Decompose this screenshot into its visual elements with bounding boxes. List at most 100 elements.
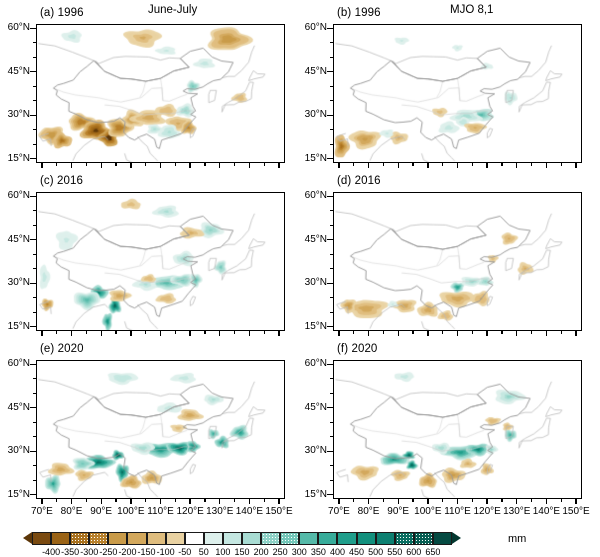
- xtick-major: [486, 331, 488, 336]
- colorbar-tick--50: -50: [178, 547, 192, 557]
- colorbar-segment-5: [127, 532, 147, 545]
- ytick-major: [30, 71, 36, 73]
- ytick-major: [30, 282, 36, 284]
- xtick-minor: [560, 331, 562, 334]
- xtick-major: [456, 331, 459, 336]
- colorbar-segment-9: [203, 532, 223, 545]
- xtick-minor: [234, 163, 236, 166]
- ytick-minor: [32, 210, 36, 212]
- ytick-minor: [32, 42, 36, 44]
- xtick-label-80°E: 80°E: [60, 506, 83, 517]
- xtick-major: [397, 499, 399, 504]
- ytick-minor: [32, 297, 36, 299]
- ytick-label-45°N: 45°N: [7, 233, 30, 245]
- ytick-minor: [329, 465, 333, 467]
- colorbar-tick--100: -100: [156, 547, 175, 557]
- colorbar-tick-250: 250: [272, 547, 288, 557]
- ytick-minor: [32, 378, 36, 380]
- xtick-minor: [382, 163, 384, 166]
- xtick-major: [70, 163, 73, 168]
- ytick-major: [327, 325, 333, 328]
- xtick-label-100°E: 100°E: [414, 506, 442, 517]
- colorbar-tick-600: 600: [406, 547, 422, 557]
- xtick-minor: [85, 499, 87, 502]
- xtick-minor: [442, 499, 444, 502]
- xtick-minor: [442, 163, 444, 166]
- ytick-minor: [329, 297, 333, 299]
- xtick-label-140°E: 140°E: [235, 506, 264, 517]
- plot-area-e: [36, 360, 285, 499]
- colorbar-segment-0: [32, 532, 52, 545]
- ytick-minor: [32, 311, 36, 313]
- xtick-major: [219, 499, 221, 504]
- xtick-minor: [501, 331, 503, 334]
- xtick-major: [545, 499, 548, 504]
- ytick-major: [327, 157, 333, 160]
- ytick-minor: [329, 85, 333, 87]
- ytick-major: [30, 157, 36, 160]
- ytick-minor: [32, 56, 36, 58]
- ytick-major: [327, 450, 333, 452]
- colorbar-tick--150: -150: [137, 547, 156, 557]
- xtick-minor: [145, 499, 147, 502]
- xtick-major: [545, 163, 548, 168]
- xtick-label-110°E: 110°E: [147, 506, 174, 517]
- xtick-major: [219, 331, 221, 336]
- xtick-minor: [145, 331, 147, 334]
- xtick-major: [248, 499, 251, 504]
- colorbar-tick-200: 200: [253, 547, 269, 557]
- xtick-major: [427, 499, 429, 504]
- ytick-minor: [32, 253, 36, 255]
- ytick-major: [327, 493, 333, 496]
- ytick-major: [327, 363, 333, 366]
- xtick-major: [100, 163, 102, 168]
- ytick-label-45°N: 45°N: [304, 233, 327, 245]
- ytick-major: [327, 407, 333, 409]
- panel-title-c: (c) 2016: [40, 175, 83, 187]
- ytick-minor: [329, 253, 333, 255]
- xtick-major: [159, 163, 162, 168]
- xtick-label-90°E: 90°E: [387, 506, 410, 517]
- xtick-minor: [56, 163, 58, 166]
- ytick-label-45°N: 45°N: [304, 401, 327, 413]
- xtick-minor: [560, 499, 562, 502]
- plot-area-d: [333, 192, 582, 331]
- xtick-major: [367, 499, 370, 504]
- xtick-major: [486, 163, 488, 168]
- ytick-minor: [32, 479, 36, 481]
- colorbar-segment-20: [413, 532, 433, 545]
- ytick-minor: [32, 421, 36, 423]
- xtick-minor: [204, 499, 206, 502]
- xtick-major: [41, 163, 43, 168]
- xtick-minor: [145, 163, 147, 166]
- xtick-minor: [353, 163, 355, 166]
- ytick-minor: [32, 436, 36, 438]
- xtick-minor: [412, 331, 414, 334]
- ytick-label-45°N: 45°N: [7, 401, 30, 413]
- ytick-minor: [329, 210, 333, 212]
- xtick-major: [338, 163, 340, 168]
- xtick-minor: [115, 163, 117, 166]
- colorbar-segment-17: [356, 532, 376, 545]
- ytick-label-15°N: 15°N: [304, 488, 327, 500]
- ytick-minor: [329, 311, 333, 313]
- xtick-major: [575, 163, 577, 168]
- ytick-major: [327, 71, 333, 73]
- ytick-minor: [32, 268, 36, 270]
- xtick-major: [70, 331, 73, 336]
- colorbar-segment-2: [70, 532, 90, 545]
- column-title-0: June-July: [148, 4, 198, 16]
- ytick-minor: [329, 143, 333, 145]
- xtick-label-80°E: 80°E: [357, 506, 380, 517]
- xtick-label-100°E: 100°E: [117, 506, 145, 517]
- ytick-major: [30, 195, 36, 198]
- ytick-minor: [32, 465, 36, 467]
- xtick-minor: [204, 331, 206, 334]
- ytick-minor: [329, 224, 333, 226]
- xtick-label-120°E: 120°E: [473, 506, 501, 517]
- colorbar-segment-10: [222, 532, 242, 545]
- ytick-label-30°N: 30°N: [304, 277, 327, 289]
- xtick-minor: [531, 163, 533, 166]
- xtick-major: [427, 163, 429, 168]
